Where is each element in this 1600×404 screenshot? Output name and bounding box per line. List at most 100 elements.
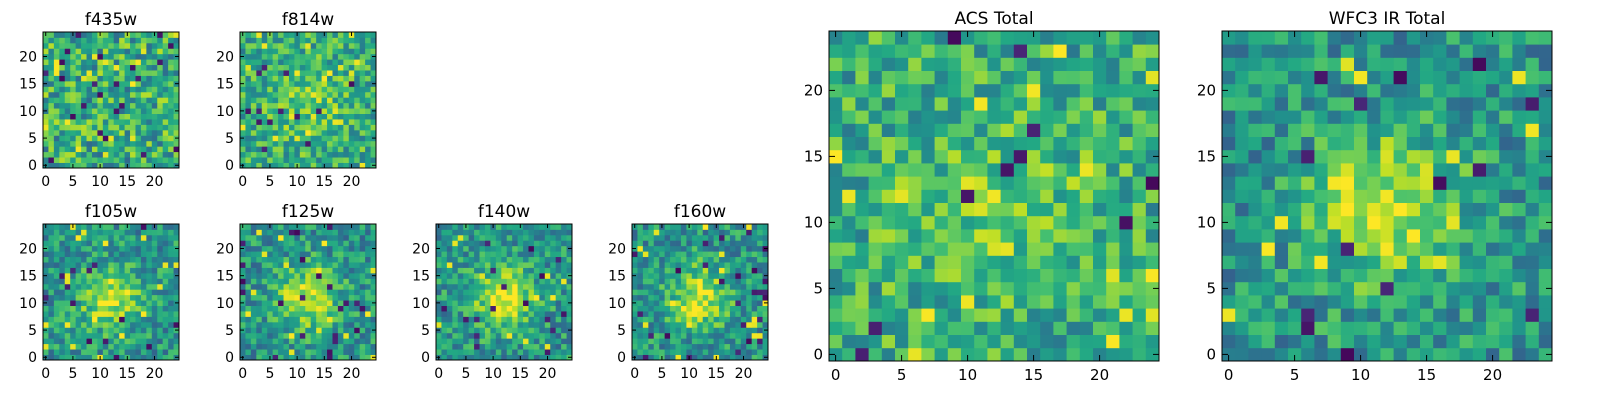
heatmap-cell xyxy=(365,97,371,103)
heatmap-cell xyxy=(59,70,65,76)
heatmap-cell xyxy=(92,251,98,257)
heatmap-cell xyxy=(103,311,109,317)
heatmap-cell xyxy=(1288,203,1302,217)
heatmap-cell xyxy=(76,229,82,235)
heatmap-cell xyxy=(108,157,114,163)
heatmap-cell xyxy=(81,108,87,114)
heatmap-cell xyxy=(43,92,49,98)
heatmap-cell xyxy=(1367,150,1381,164)
heatmap-cell xyxy=(168,262,174,268)
heatmap-cell xyxy=(141,229,147,235)
heatmap-cell xyxy=(961,203,975,217)
heatmap-cell xyxy=(1407,216,1421,230)
heatmap-cell xyxy=(251,119,257,125)
heatmap-cell xyxy=(1093,242,1107,256)
heatmap-cell xyxy=(1539,335,1553,349)
heatmap-cell xyxy=(81,306,87,312)
heatmap-cell xyxy=(267,48,273,54)
heatmap-cell xyxy=(130,278,136,284)
heatmap-cell xyxy=(1367,242,1381,256)
heatmap-cell xyxy=(316,333,322,339)
heatmap-cell xyxy=(757,224,763,230)
heatmap-cell xyxy=(741,235,747,241)
heatmap-cell xyxy=(974,97,988,111)
heatmap-cell xyxy=(273,86,279,92)
heatmap-cell xyxy=(256,152,262,158)
heatmap-cell xyxy=(908,203,922,217)
x-tick-label: 15 xyxy=(118,366,136,382)
heatmap-cell xyxy=(81,97,87,103)
heatmap-cell xyxy=(273,229,279,235)
heatmap-cell xyxy=(168,146,174,152)
heatmap-cell xyxy=(152,229,158,235)
heatmap-cell xyxy=(289,119,295,125)
heatmap-cell xyxy=(703,257,709,263)
heatmap-cell xyxy=(1106,110,1120,124)
heatmap-cell xyxy=(1499,269,1513,283)
heatmap-cell xyxy=(135,119,141,125)
heatmap-cell xyxy=(545,316,551,322)
heatmap-cell xyxy=(719,268,725,274)
heatmap-cell xyxy=(697,344,703,350)
heatmap-cell xyxy=(676,229,682,235)
heatmap-cell xyxy=(735,327,741,333)
heatmap-cell xyxy=(251,54,257,60)
heatmap-cell xyxy=(1499,176,1513,190)
heatmap-cell xyxy=(757,344,763,350)
heatmap-cell xyxy=(452,311,458,317)
heatmap-cell xyxy=(54,146,60,152)
heatmap-cell xyxy=(752,284,758,290)
heatmap-cell xyxy=(103,235,109,241)
heatmap-cell xyxy=(332,338,338,344)
heatmap-cell xyxy=(528,235,534,241)
heatmap-cell xyxy=(92,278,98,284)
heatmap-cell xyxy=(1407,295,1421,309)
heatmap-cell xyxy=(1040,176,1054,190)
heatmap-cell xyxy=(654,311,660,317)
heatmap-cell xyxy=(76,338,82,344)
heatmap-cell xyxy=(327,97,333,103)
heatmap-cell xyxy=(730,224,736,230)
heatmap-cell xyxy=(294,273,300,279)
heatmap-cell xyxy=(267,92,273,98)
heatmap-cell xyxy=(273,311,279,317)
heatmap-cell xyxy=(730,333,736,339)
heatmap-cell xyxy=(1093,321,1107,335)
heatmap-cell xyxy=(65,43,71,49)
heatmap-cell xyxy=(961,308,975,322)
heatmap-cell xyxy=(741,284,747,290)
heatmap-cell xyxy=(512,229,518,235)
heatmap-cell xyxy=(103,295,109,301)
heatmap-cell xyxy=(146,59,152,65)
heatmap-cell xyxy=(948,295,962,309)
heatmap-cell xyxy=(987,44,1001,58)
heatmap-cell xyxy=(256,268,262,274)
heatmap-cell xyxy=(648,333,654,339)
heatmap-cell xyxy=(528,224,534,230)
heatmap-cell xyxy=(365,37,371,43)
heatmap-cell xyxy=(163,59,169,65)
heatmap-cell xyxy=(697,268,703,274)
heatmap-cell xyxy=(65,97,71,103)
heatmap-cell xyxy=(1093,44,1107,58)
heatmap-cell xyxy=(1512,269,1526,283)
heatmap-cell xyxy=(935,110,949,124)
heatmap-cell xyxy=(935,282,949,296)
heatmap-cell xyxy=(1001,321,1015,335)
heatmap-cell xyxy=(676,246,682,252)
heatmap-cell xyxy=(245,32,251,38)
heatmap-cell xyxy=(103,300,109,306)
heatmap-cell xyxy=(882,203,896,217)
heatmap-cell xyxy=(284,86,290,92)
heatmap-cell xyxy=(343,251,349,257)
heatmap-cell xyxy=(1460,216,1474,230)
heatmap-cell xyxy=(550,333,556,339)
heatmap-cell xyxy=(245,119,251,125)
heatmap-cell xyxy=(703,316,709,322)
heatmap-cell xyxy=(284,262,290,268)
heatmap-cell xyxy=(1420,242,1434,256)
x-tick-label: 5 xyxy=(657,366,666,382)
heatmap-cell xyxy=(278,103,284,109)
x-tick-label: 20 xyxy=(146,174,164,190)
heatmap-cell xyxy=(141,157,147,163)
